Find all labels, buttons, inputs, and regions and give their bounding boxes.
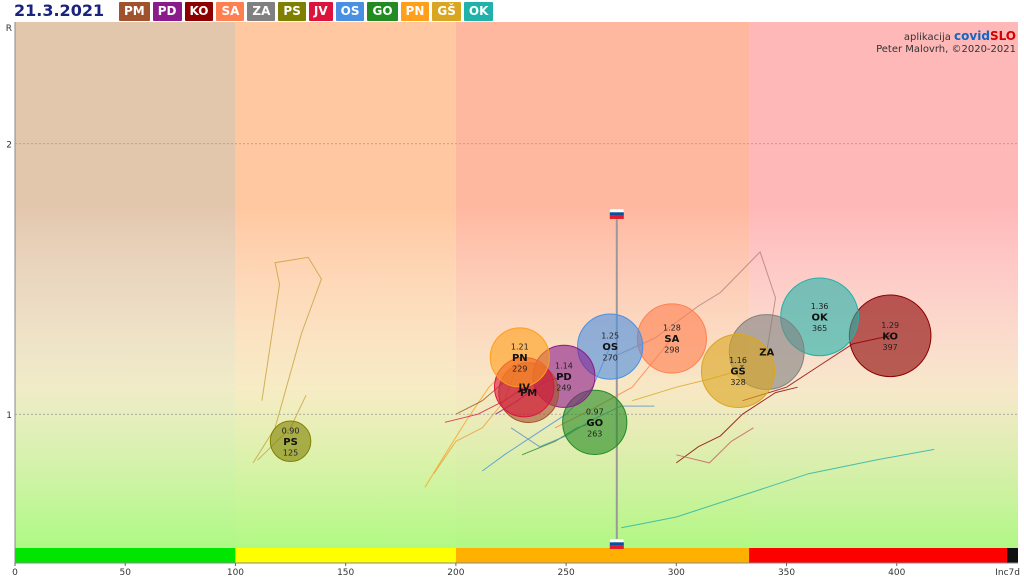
trail-os — [482, 346, 611, 472]
region-buttons: PM PD KO SA ZA PS JV OS GO PN GŠ OK — [119, 2, 494, 21]
slovenia-flag-high-red — [609, 215, 624, 219]
slovenia-flag-low-blue — [609, 542, 624, 546]
app-credit: aplikacija covidSLO — [904, 29, 1016, 43]
bubble-pn — [489, 327, 550, 388]
bubble-r-os: 1.25 — [601, 332, 619, 341]
bubble-inc-go: 263 — [587, 429, 602, 438]
band-gradient — [15, 22, 1018, 548]
risk-bar-4 — [1006, 548, 1018, 563]
x-tick-400: 400 — [888, 568, 905, 578]
bubble-inc-ok: 365 — [812, 324, 827, 333]
bubble-code-ok: OK — [811, 312, 829, 323]
bubble-code-go: GO — [586, 418, 603, 429]
bubble-inc-gš: 328 — [730, 378, 745, 387]
bubble-code-jv: JV — [517, 383, 530, 394]
region-button-ko[interactable]: KO — [184, 2, 214, 21]
region-button-go[interactable]: GO — [367, 2, 398, 21]
region-button-ps[interactable]: PS — [278, 2, 306, 21]
bubble-go — [562, 389, 628, 455]
region-button-pm[interactable]: PM — [119, 2, 150, 21]
region-button-gš[interactable]: GŠ — [432, 2, 461, 21]
bubble-code-sa: SA — [664, 334, 679, 345]
bubble-code-pd: PD — [556, 372, 572, 383]
bubble-inc-sa: 298 — [664, 345, 679, 354]
trail-ps — [252, 256, 322, 464]
y-tick-1: 1 — [6, 411, 12, 421]
bubble-code-pn: PN — [512, 353, 528, 364]
bubble-inc-ps: 125 — [283, 448, 298, 457]
bubble-r-ok: 1.36 — [811, 302, 829, 311]
bubble-r-gš: 1.16 — [729, 356, 747, 365]
x-tick-300: 300 — [668, 568, 685, 578]
bubble-r-ps: 0.90 — [282, 426, 300, 435]
bubble-code-os: OS — [602, 342, 618, 353]
x-tick-350: 350 — [778, 568, 795, 578]
bubble-inc-ko: 397 — [883, 343, 898, 352]
bubble-r-ko: 1.29 — [881, 321, 899, 330]
region-button-pn[interactable]: PN — [400, 2, 430, 21]
region-button-pd[interactable]: PD — [152, 2, 182, 21]
risk-bar-1 — [235, 548, 456, 563]
bubble-code-gš: GŠ — [730, 364, 745, 377]
bubble-code-pm: PM — [520, 388, 537, 399]
bubble-os — [577, 313, 644, 380]
y-tick-2: 2 — [6, 141, 12, 151]
bubble-code-ko: KO — [882, 331, 898, 342]
region-button-sa[interactable]: SA — [216, 2, 245, 21]
bubble-gš — [700, 333, 776, 409]
bubble-r-pd: 1.14 — [555, 361, 573, 370]
bubble-inc-os: 270 — [603, 354, 618, 363]
x-tick-250: 250 — [558, 568, 575, 578]
trail-misc2 — [676, 427, 754, 464]
x-tick-0: 0 — [12, 568, 18, 578]
bubble-code-za: ZA — [759, 348, 774, 359]
x-tick-50: 50 — [119, 568, 131, 578]
slovenia-flag-low-red — [609, 545, 624, 549]
risk-bar-2 — [455, 548, 750, 563]
x-axis-label: Inc7d — [995, 568, 1020, 578]
top-bar: 21.3.2021 PM PD KO SA ZA PS JV OS GO PN GŠ OK — [0, 0, 1024, 22]
risk-bar-0 — [15, 548, 236, 563]
region-button-za[interactable]: ZA — [247, 2, 276, 21]
bubble-inc-pd: 249 — [556, 383, 571, 392]
region-button-ok[interactable]: OK — [463, 2, 494, 21]
bubble-ps — [269, 420, 312, 463]
slovenia-flag-high-white — [609, 208, 624, 213]
bubble-inc-pn: 229 — [512, 364, 527, 373]
x-tick-150: 150 — [337, 568, 354, 578]
bubble-r-go: 0.97 — [586, 407, 604, 416]
author-credit: Peter Malovrh, ©2020-2021 — [876, 44, 1016, 55]
y-axis-label: R — [6, 24, 12, 34]
region-button-os[interactable]: OS — [335, 2, 365, 21]
trail-misc1 — [676, 386, 798, 464]
x-tick-100: 100 — [227, 568, 244, 578]
region-button-jv[interactable]: JV — [308, 2, 333, 21]
bubble-r-pn: 1.21 — [511, 342, 529, 351]
slovenia-flag-high-blue — [609, 212, 624, 216]
app-name: covidSLO — [954, 29, 1016, 43]
app-prefix: aplikacija — [903, 32, 951, 43]
x-tick-200: 200 — [447, 568, 464, 578]
slovenia-flag-low-white — [609, 538, 624, 543]
trail-ok — [621, 448, 935, 529]
date-label: 21.3.2021 — [14, 1, 105, 20]
bubble-code-ps: PS — [283, 437, 298, 448]
risk-bar-3 — [749, 548, 1007, 563]
bubble-r-sa: 1.28 — [663, 323, 681, 332]
